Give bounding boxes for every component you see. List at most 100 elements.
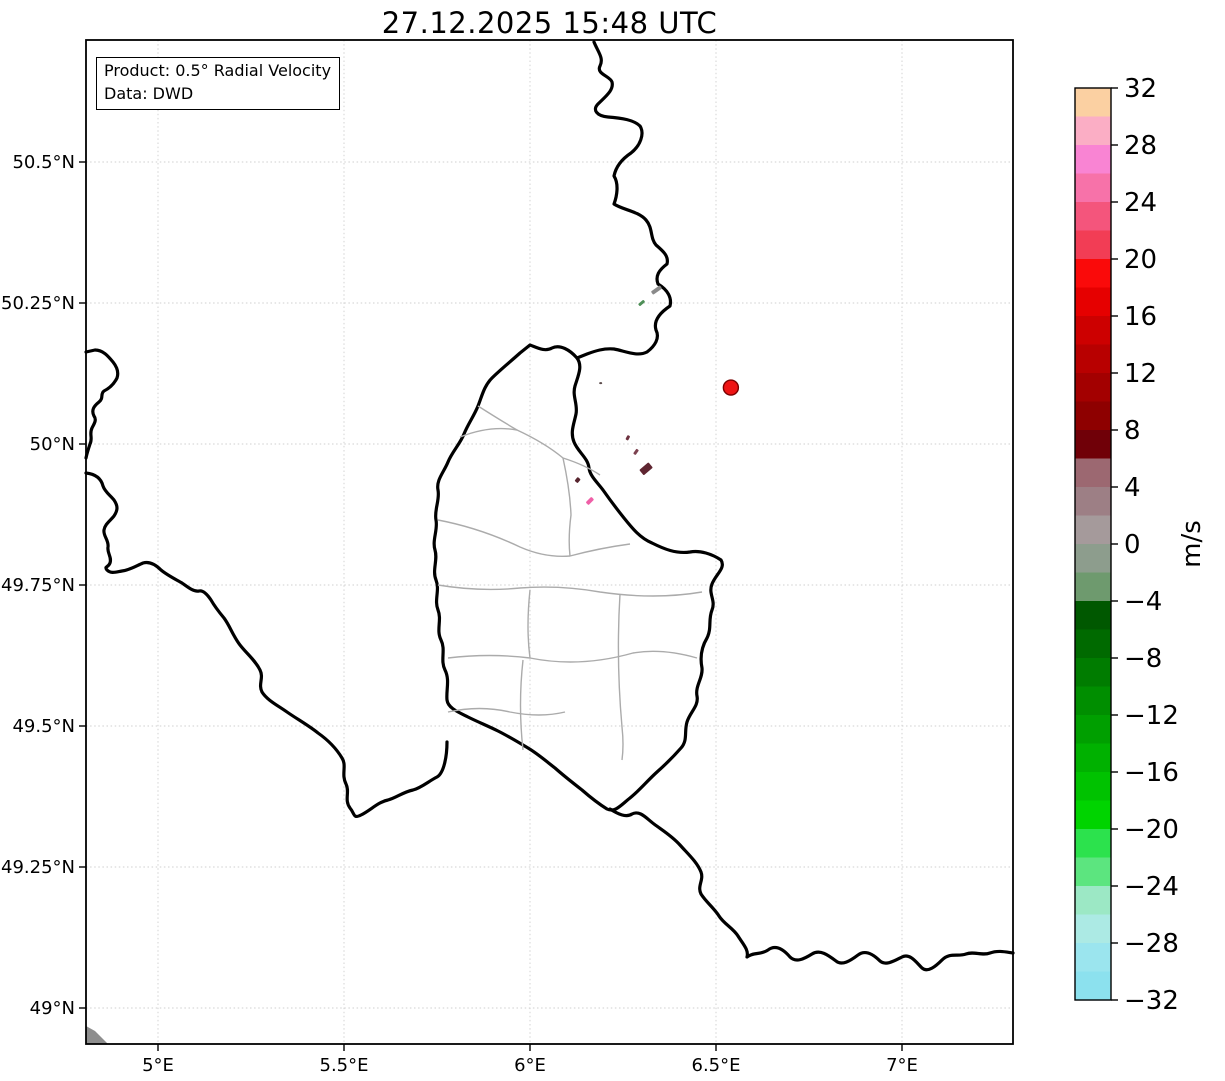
radar-site-marker <box>722 379 740 396</box>
colorbar-segment <box>1075 658 1111 688</box>
colorbar-tick-label: 24 <box>1124 188 1157 218</box>
colorbar-segment <box>1075 116 1111 146</box>
x-tick-label: 6°E <box>514 1055 546 1076</box>
x-tick-label: 5°E <box>142 1055 174 1076</box>
canton-border <box>519 659 524 751</box>
canton-border <box>617 593 624 761</box>
colorbar-tick-label: −24 <box>1124 872 1179 902</box>
colorbar-segment <box>1075 88 1111 118</box>
velocity-echo <box>586 497 594 505</box>
country-borders <box>84 40 1015 972</box>
colorbar-tick-label: 8 <box>1124 416 1141 446</box>
y-tick-label: 49.75°N <box>1 575 75 596</box>
border-belgium-germany <box>575 40 673 360</box>
border-france-germany <box>608 807 1015 972</box>
velocity-echo <box>599 382 603 385</box>
velocity-echo <box>638 300 645 306</box>
x-tick-label: 7°E <box>886 1055 918 1076</box>
colorbar-tick-label: −4 <box>1124 587 1162 617</box>
colorbar-segment <box>1075 886 1111 916</box>
colorbar-segment <box>1075 259 1111 289</box>
colorbar-segment <box>1075 344 1111 374</box>
y-tick-label: 49°N <box>30 998 75 1019</box>
colorbar-tick-label: 4 <box>1124 473 1141 503</box>
velocity-echo <box>651 285 662 295</box>
colorbar-segment <box>1075 173 1111 203</box>
colorbar-segment <box>1075 515 1111 545</box>
colorbar-tick-label: 20 <box>1124 245 1157 275</box>
colorbar-frame <box>1074 87 1112 1001</box>
y-tick-label: 50.5°N <box>12 152 75 173</box>
colorbar-segment <box>1075 430 1111 460</box>
y-tick-label: 49.25°N <box>1 857 75 878</box>
border-luxembourg-outline <box>432 343 724 812</box>
colorbar-segment <box>1075 458 1111 488</box>
x-tick-label: 6.5°E <box>692 1055 741 1076</box>
colorbar-tick-label: −8 <box>1124 644 1162 674</box>
colorbar-segment <box>1075 971 1111 1001</box>
luxembourg-canton-borders <box>437 405 703 761</box>
colorbar-tick-label: 16 <box>1124 302 1157 332</box>
colorbar-segment <box>1075 601 1111 631</box>
canton-border <box>477 405 518 431</box>
colorbar-segment <box>1075 772 1111 802</box>
colorbar-tick-label: 32 <box>1124 74 1157 104</box>
colorbar-segment <box>1075 914 1111 944</box>
colorbar-tick-label: −32 <box>1124 986 1179 1016</box>
colorbar-segment <box>1075 686 1111 716</box>
canton-border <box>447 707 566 716</box>
colorbar-segment <box>1075 230 1111 260</box>
canton-border <box>437 519 631 557</box>
colorbar-segment <box>1075 373 1111 403</box>
colorbar-tick-label: 0 <box>1124 530 1141 560</box>
canton-border <box>437 584 703 597</box>
canton-border <box>459 427 601 476</box>
colorbar-segment <box>1075 401 1111 431</box>
colorbar-segment <box>1075 629 1111 659</box>
colorbar-tick-label: 12 <box>1124 359 1157 389</box>
velocity-echo <box>574 477 581 483</box>
colorbar-tick-label: −28 <box>1124 929 1179 959</box>
colorbar-segment <box>1075 287 1111 317</box>
canton-border <box>562 457 572 557</box>
colorbar-tick-label: −12 <box>1124 701 1179 731</box>
colorbar-segment <box>1075 857 1111 887</box>
figure-title: 27.12.2025 15:48 UTC <box>381 6 718 40</box>
canton-border <box>527 589 531 659</box>
colorbar-segment <box>1075 145 1111 175</box>
velocity-echo <box>639 462 653 475</box>
velocity-echo <box>625 435 630 441</box>
colorbar-segment <box>1075 829 1111 859</box>
colorbar-segment <box>1075 943 1111 973</box>
velocity-echo <box>633 448 639 455</box>
map-frame <box>85 39 1014 1045</box>
border-france-belgium-peninsula <box>84 348 120 460</box>
colorbar-tick-label: 28 <box>1124 131 1157 161</box>
colorbar-segment <box>1075 544 1111 574</box>
data-source-line: Data: DWD <box>104 83 194 103</box>
x-tick-label: 5.5°E <box>320 1055 369 1076</box>
corner-range-artifact <box>86 1026 108 1044</box>
colorbar-segment <box>1075 743 1111 773</box>
product-info-box: Product: 0.5° Radial Velocity Data: DWD <box>96 57 341 111</box>
y-tick-label: 50°N <box>30 434 75 455</box>
colorbar-segment <box>1075 202 1111 232</box>
y-tick-label: 49.5°N <box>12 716 75 737</box>
y-tick-label: 50.25°N <box>1 293 75 314</box>
border-france-belgium <box>84 471 449 819</box>
canton-border <box>447 650 698 663</box>
colorbar-segment <box>1075 487 1111 517</box>
colorbar-segment <box>1075 316 1111 346</box>
colorbar-tick-label: −16 <box>1124 758 1179 788</box>
colorbar-tick-label: −20 <box>1124 815 1179 845</box>
colorbar-segment <box>1075 572 1111 602</box>
colorbar-segment <box>1075 715 1111 745</box>
velocity-echoes <box>574 285 740 505</box>
colorbar-unit-label: m/s <box>1177 520 1207 568</box>
graticule-grid: 5°E 5.5°E 6°E 6.5°E 7°E 50.5°N 50.25°N 50°N 49.7… <box>1 40 1013 1076</box>
colorbar-segment <box>1075 800 1111 830</box>
colorbar: 32 28 24 20 16 12 8 4 0 −4 −8 −12 −16 −20 −24 −28 −32 <box>1075 74 1179 1016</box>
product-info-line: Product: 0.5° Radial Velocity <box>104 61 332 80</box>
